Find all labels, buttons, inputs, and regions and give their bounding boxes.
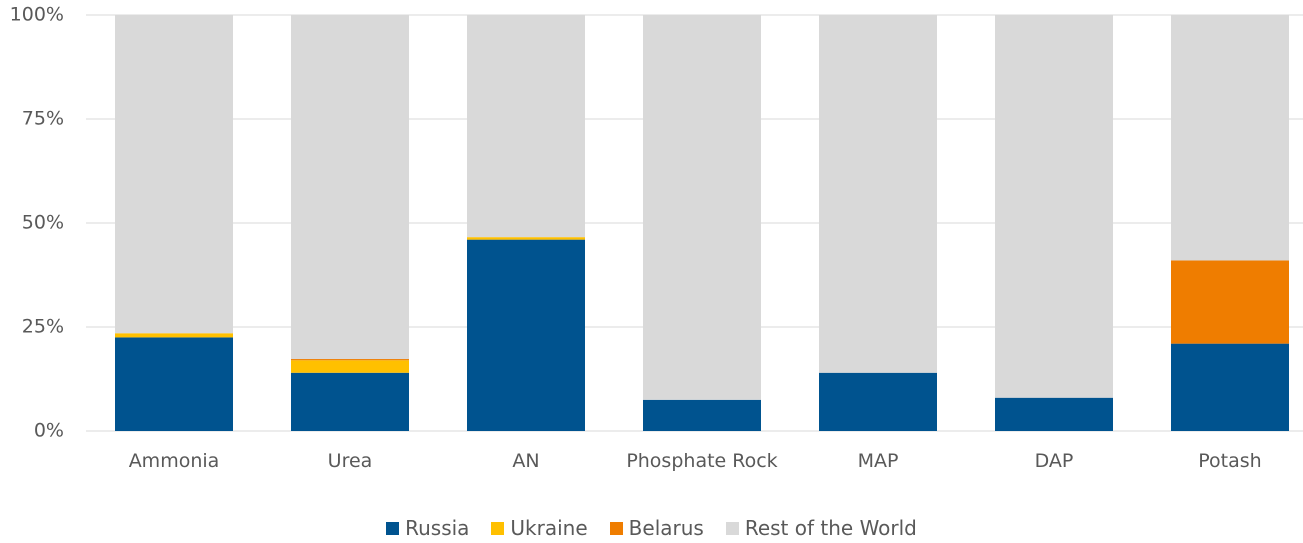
bar-segment: [643, 399, 761, 431]
legend-label: Belarus: [628, 516, 704, 540]
legend-swatch: [386, 521, 400, 535]
x-tick-label: Ammonia: [128, 450, 220, 472]
x-tick-label: MAP: [857, 450, 899, 472]
bar-segment: [1171, 15, 1289, 261]
bar-segment: [819, 372, 937, 431]
legend-label: Rest of the World: [744, 516, 917, 540]
bar-segment: [995, 15, 1113, 398]
y-tick-label: 100%: [10, 4, 64, 26]
bar-segment: [115, 333, 233, 338]
legend-swatch: [609, 521, 623, 535]
legend-swatch: [725, 521, 739, 535]
y-tick-label: 25%: [22, 316, 64, 338]
legend-item: Belarus: [609, 516, 704, 540]
bar-segment: [467, 239, 585, 431]
x-tick-label: Urea: [327, 450, 373, 472]
bar-segment: [1171, 260, 1289, 344]
bar-segment: [467, 237, 585, 240]
y-tick-label: 75%: [22, 108, 64, 130]
legend-label: Russia: [405, 516, 470, 540]
bar-segment: [1171, 343, 1289, 431]
x-tick-label: Phosphate Rock: [626, 450, 778, 472]
bar-segment: [819, 15, 937, 373]
bar-segment: [291, 372, 409, 431]
bar-segment: [115, 337, 233, 431]
bar-segment: [995, 397, 1113, 431]
x-tick-label: AN: [512, 450, 540, 472]
bar-segment: [643, 15, 761, 400]
legend-item: Rest of the World: [725, 516, 917, 540]
x-tick-label: Potash: [1198, 450, 1262, 472]
y-tick-label: 50%: [22, 212, 64, 234]
bar-segment: [291, 360, 409, 373]
bar-segment: [291, 359, 409, 361]
legend-label: Ukraine: [510, 516, 588, 540]
legend-swatch: [491, 521, 505, 535]
bar-segment: [291, 15, 409, 360]
legend-item: Russia: [386, 516, 469, 540]
legend-item: Ukraine: [491, 516, 588, 540]
x-tick-label: DAP: [1034, 450, 1074, 472]
y-tick-label: 0%: [34, 420, 64, 442]
bar-segment: [467, 15, 585, 238]
legend: Russia Ukraine Belarus Rest of the World: [0, 516, 1303, 540]
bar-segment: [115, 15, 233, 334]
